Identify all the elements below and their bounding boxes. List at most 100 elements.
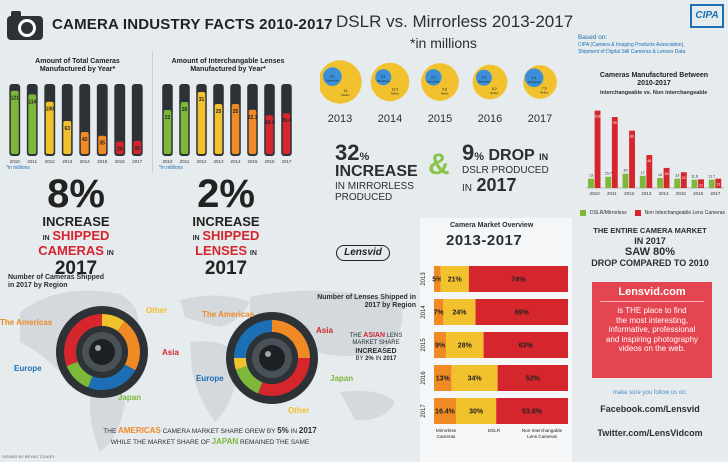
lenses-bar xyxy=(231,104,240,154)
cameras-tick-label: 2013 xyxy=(62,159,73,164)
lenses-chart-title: Amount of Interchangable Lenses Manufact… xyxy=(171,58,285,74)
interchangeable-bar-dslr xyxy=(691,179,698,188)
interchangeable-tick-label: 2016 xyxy=(693,191,704,196)
lenses-bar xyxy=(214,104,223,154)
interchangeable-value-dslr: 13 xyxy=(589,174,593,178)
interchangeable-value-dslr: 17 xyxy=(641,171,645,175)
cameras-bar-value: 114 xyxy=(28,99,36,105)
cameras-chart-title: Amount of Total Cameras Manufactured by … xyxy=(35,58,120,74)
interchangeable-bar-non xyxy=(715,178,722,188)
cameras-in-2: IN xyxy=(106,249,114,257)
cameras-bar xyxy=(45,101,54,154)
cameras-bar xyxy=(115,141,124,154)
source-line2: Shipment of Digital Still Cameras & Lens… xyxy=(578,49,686,55)
lenses-bar-value: 22.1 xyxy=(248,115,258,121)
interchangeable-chart-title: Cameras Manufactured Between 2010-2017 xyxy=(599,72,709,88)
mirrorless-bubble-value: 3.1 xyxy=(481,76,486,80)
overview-segment-label: 69% xyxy=(515,310,530,317)
overview-legend-label: Cameras xyxy=(437,434,456,439)
cameras-pie-lens-core xyxy=(89,339,115,365)
follow-text: make sure you follow us on: xyxy=(612,390,688,396)
lensvid-box: Lensvid.com is THE place to find the mos… xyxy=(592,282,712,378)
mirrorless-bubble-label: Mirrorless xyxy=(326,79,339,83)
overview-segment xyxy=(434,332,447,358)
lenses-tick-label: 2011 xyxy=(180,159,190,164)
cameras-region-pie xyxy=(56,306,148,398)
interchangeable-value-non: 80 xyxy=(630,135,634,139)
mirrorless-pct: 32 xyxy=(335,140,360,165)
lensvid-site[interactable]: Lensvid.com xyxy=(600,286,704,302)
interchangeable-tick-label: 2013 xyxy=(641,191,652,196)
legend-swatch-green xyxy=(580,210,586,216)
cameras-bar xyxy=(98,135,107,154)
lenses-bar-value: 25 xyxy=(233,109,239,115)
lenses-tick-label: 2012 xyxy=(196,159,207,164)
interchangeable-bar-dslr xyxy=(657,177,663,188)
lenses-tick-label: 2016 xyxy=(264,159,275,164)
overview-segment xyxy=(455,398,497,424)
cameras-bar-value: 25 xyxy=(134,146,140,152)
lenses-pie-slice xyxy=(258,358,310,396)
lenses-bar-value: 31 xyxy=(199,97,205,103)
lenses-bar-value: 25 xyxy=(216,109,222,115)
facebook-link[interactable]: Facebook.com/Lensvid xyxy=(600,404,700,414)
overview-segment xyxy=(434,365,452,391)
legend-swatch-red xyxy=(634,210,641,216)
interchangeable-bar-non xyxy=(611,117,618,188)
overview-segment-label: 53.6% xyxy=(522,409,543,416)
lenses-tick-label: 2013 xyxy=(213,159,224,164)
reflex-bubble-label: Reflex xyxy=(341,93,350,97)
cameras-tick-label: 2014 xyxy=(80,159,91,164)
interchangeable-value-non: 99 xyxy=(613,121,617,125)
lenses-tick-label: 2010 xyxy=(162,159,173,164)
lenses-bar xyxy=(265,115,274,154)
twitter-link[interactable]: Twitter.com/LensVidcom xyxy=(597,428,703,438)
reflex-bubble-label: Reflex xyxy=(540,91,549,95)
legend: DSLR/Mirrorless Non Interchangeable Lens… xyxy=(580,208,728,218)
reflex-bubble-value: 9.8 xyxy=(442,87,447,91)
bubble-year-label: 2016 xyxy=(478,113,502,125)
overview-segment xyxy=(496,398,568,424)
cameras-shipped: SHIPPED xyxy=(52,228,110,243)
cameras-bar-bg xyxy=(114,84,126,156)
overview-segment-label: 5% xyxy=(432,277,443,284)
cameras-increase-word: INCREASE xyxy=(42,214,110,229)
cameras-pie-slice xyxy=(102,314,125,331)
reflex-bubble-label: Reflex xyxy=(391,92,400,96)
cameras-bar-value: 121 xyxy=(11,96,20,102)
mirrorless-increase-word: INCREASE xyxy=(335,163,418,180)
cameras-bar-value: 100 xyxy=(46,107,55,113)
dslr-drop-stat: 9% DROP IN DSLR PRODUCED IN 2017 xyxy=(462,142,562,195)
mirrorless-bubble-value: 3.1 xyxy=(381,75,386,79)
lensvid-tag2: the most interesting, xyxy=(615,315,689,325)
overview-segment-label: 52% xyxy=(526,376,541,383)
interchangeable-value-dslr: 20 xyxy=(624,169,628,173)
entire-line4: DROP COMPARED TO 2010 xyxy=(591,258,709,268)
lensvid-tag5: videos on the web. xyxy=(618,344,686,354)
interchangeable-bar-non xyxy=(594,110,601,188)
bubble-year-label: 2014 xyxy=(378,113,402,125)
pie1-label-americas: The Americas xyxy=(0,318,53,327)
overview-segment-label: 34% xyxy=(468,376,483,383)
lenses-in-2: IN xyxy=(249,249,257,257)
lenses-pie-slice xyxy=(272,320,310,358)
interchangeable-tick-label: 2012 xyxy=(624,191,635,196)
overview-legend-label: DSLR xyxy=(488,428,501,433)
overview-segment xyxy=(483,332,568,358)
overview-year-label: 2013 xyxy=(421,272,427,286)
cameras-pie-slice xyxy=(63,314,102,366)
dslr-line2: DSLR PRODUCED xyxy=(462,165,549,176)
overview-segment-label: 28% xyxy=(458,343,473,350)
cameras-tick-label: 2010 xyxy=(10,159,21,164)
cameras-pie-slice xyxy=(117,321,140,371)
dslr-vs-mirrorless-title: DSLR vs. Mirrorless 2013-2017 xyxy=(336,12,574,31)
lenses-bar xyxy=(163,110,172,154)
cameras-tick-label: 2017 xyxy=(132,159,143,164)
lenses-bar-value: 22 xyxy=(165,115,171,121)
pie2-label-americas: The Americas xyxy=(202,310,255,319)
cameras-tick-label: 2011 xyxy=(27,159,37,164)
overview-segment xyxy=(475,299,568,325)
interchangeable-tick-label: 2010 xyxy=(590,191,601,196)
overview-segment xyxy=(468,266,568,292)
lenses-bar xyxy=(197,92,206,154)
